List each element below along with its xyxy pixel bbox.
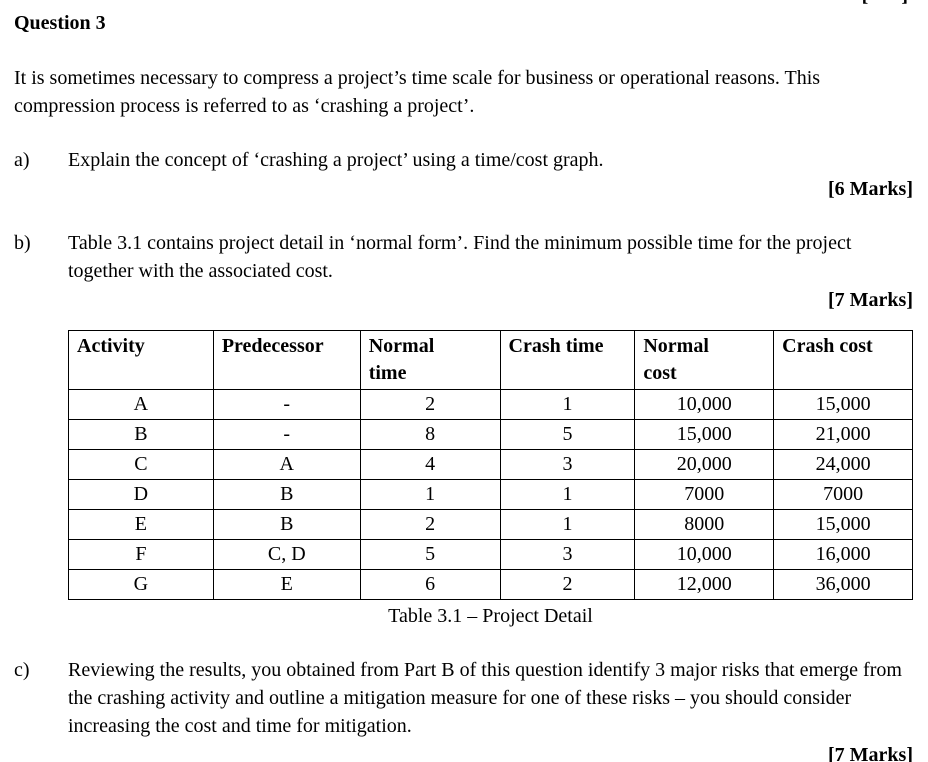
table-cell: 7000 [634,479,775,510]
project-detail-table: Activity Predecessor Normal time Crash time… [68,330,913,600]
column-header: Crash time [499,330,636,390]
table-cell: B [212,479,361,510]
table-cell: 10,000 [634,539,775,570]
table-cell: 12,000 [634,569,775,600]
part-b: b) Table 3.1 contains project detail in … [14,229,913,285]
table-cell: 4 [359,449,501,480]
table-cell: 5 [499,419,636,450]
table-row: C A 4 3 20,000 24,000 [68,449,913,480]
table-row: D B 1 1 7000 7000 [68,479,913,510]
table-body: A -2 1 10,000 15,000 B -8 5 15,000 21,000 C A 4 3 20,0… [68,389,913,600]
part-a-text: Explain the concept of ‘crashing a proje… [68,149,604,171]
table-cell: 24,000 [773,449,913,480]
table-cell: D [68,479,214,510]
column-header: Activity [68,330,214,390]
column-header: Normal time [359,330,501,390]
part-a: a) Explain the concept of ‘crashing a pr… [14,146,913,174]
part-c: c) Reviewing the results, you obtained f… [14,656,913,740]
part-c-label: c) [14,659,30,681]
table-cell: C [68,449,214,480]
table-cell: 20,000 [634,449,775,480]
table-cell: 15,000 [773,509,913,540]
table-cell: 1 [499,479,636,510]
table-cell: B [212,509,361,540]
part-a-marks: [6 Marks] [828,178,913,200]
table-cell: 2 [359,389,501,420]
table-cell: 1 [499,509,636,540]
intro-paragraph: It is sometimes necessary to compress a … [14,67,821,117]
table-cell: 3 [499,539,636,570]
part-b-label: b) [14,232,31,254]
question-title: Question 3 [14,12,106,34]
table-row: F C, D 5 3 10,000 16,000 [68,539,913,570]
table-cell: E [212,569,361,600]
table-row: B -8 5 15,000 21,000 [68,419,913,450]
part-c-marks: [7 Marks] [828,744,913,762]
table-cell: 2 [499,569,636,600]
table-cell: 16,000 [773,539,913,570]
table-cell: 6 [359,569,501,600]
table-cell: 1 [359,479,501,510]
table-cell: A [212,449,361,480]
table-cell: 5 [359,539,501,570]
part-b-text: Table 3.1 contains project detail in ‘no… [68,232,852,282]
table-cell: C, D [212,539,361,570]
table-cell: 8000 [634,509,775,540]
table-cell: 8 [359,419,501,450]
table-cell: A [68,389,214,420]
table-cell: 7000 [773,479,913,510]
table-head-row: Activity Predecessor Normal time Crash time… [68,330,913,390]
part-b-marks: [7 Marks] [828,289,913,311]
column-header: Normal cost [634,330,775,390]
table-row: A -2 1 10,000 15,000 [68,389,913,420]
part-a-label: a) [14,149,30,171]
table-cell: 21,000 [773,419,913,450]
table-cell: 3 [499,449,636,480]
table-cell: - [212,389,361,420]
part-c-text: Reviewing the results, you obtained from… [68,659,902,737]
table-cell: 36,000 [773,569,913,600]
table-cell: 15,000 [634,419,775,450]
page-top-right-fragment: [ ] [862,0,922,7]
table-cell: G [68,569,214,600]
column-header: Crash cost [773,330,913,390]
column-header: Predecessor [212,330,361,390]
table-row: G E 6 2 12,000 36,000 [68,569,913,600]
table-cell: E [68,509,214,540]
table-cell: F [68,539,214,570]
table-cell: 2 [359,509,501,540]
table-cell: 1 [499,389,636,420]
table-cell: - [212,419,361,450]
table-caption: Table 3.1 – Project Detail [388,605,593,627]
table-cell: 10,000 [634,389,775,420]
table-cell: B [68,419,214,450]
table-row: E B 2 1 8000 15,000 [68,509,913,540]
table-cell: 15,000 [773,389,913,420]
